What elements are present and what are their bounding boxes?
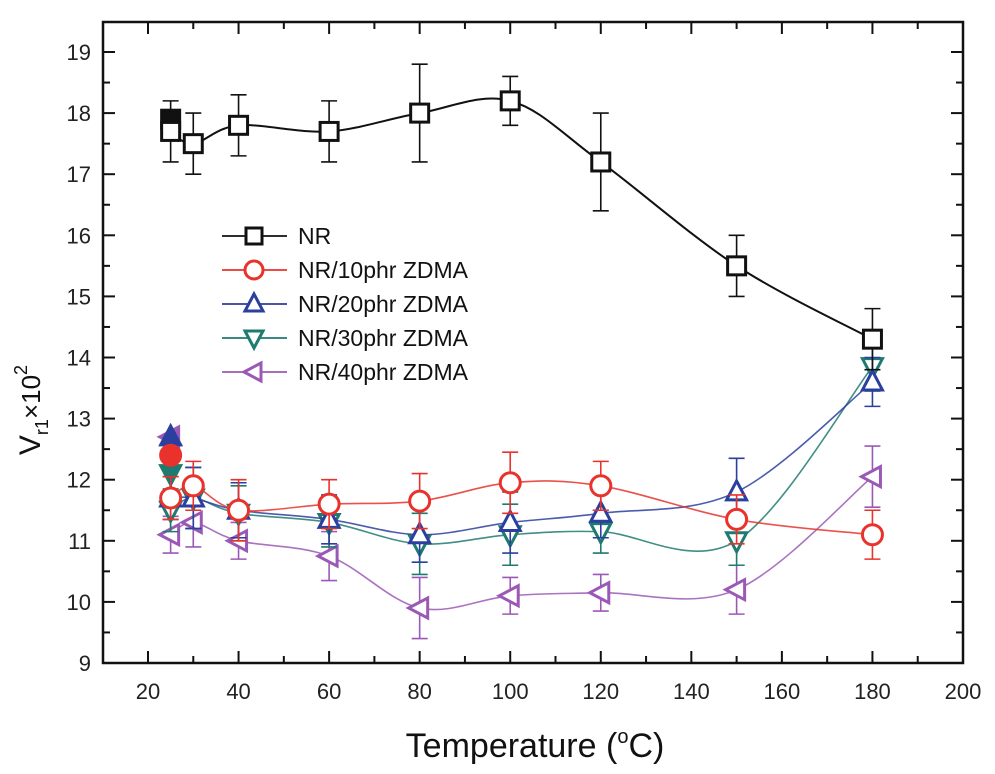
y-tick-label: 17 bbox=[67, 162, 91, 187]
data-point bbox=[498, 471, 522, 495]
legend-item: NR/30phr ZDMA bbox=[222, 325, 469, 352]
data-point bbox=[405, 595, 430, 621]
data-point bbox=[182, 133, 204, 155]
data-point bbox=[859, 367, 885, 392]
y-axis-title-main: V bbox=[14, 435, 47, 455]
data-point bbox=[589, 474, 613, 498]
y-tick-label: 12 bbox=[67, 468, 91, 493]
y-tick-label: 11 bbox=[68, 529, 91, 554]
y-tick-label: 18 bbox=[67, 101, 91, 126]
x-axis-title-degree: o bbox=[617, 726, 628, 748]
legend-item: NR/10phr ZDMA bbox=[222, 257, 469, 283]
legend-marker bbox=[243, 259, 265, 281]
series-line bbox=[170, 480, 873, 536]
y-tick-label: 16 bbox=[67, 223, 91, 248]
series-line bbox=[170, 476, 873, 611]
data-point bbox=[314, 543, 339, 569]
legend: NR NR/10phr ZDMA NR/20phr ZDMA NR/30phr ZDM… bbox=[222, 223, 469, 385]
data-point bbox=[408, 489, 432, 513]
data-point bbox=[590, 151, 612, 173]
legend-label: NR/20phr ZDMA bbox=[298, 291, 469, 317]
y-axis-title-sup: 2 bbox=[11, 365, 31, 375]
axis-tick-labels: 20 40 60 80 100 120 140 160 180 200 9 10 11 12 13 14 15 1… bbox=[67, 40, 982, 704]
data-point bbox=[317, 492, 341, 516]
legend-label: NR/10phr ZDMA bbox=[298, 257, 469, 283]
plot-area bbox=[156, 63, 885, 640]
legend-marker bbox=[244, 226, 264, 246]
series-nr-30phr-zdma bbox=[158, 341, 885, 576]
data-point bbox=[499, 90, 521, 112]
x-tick-label: 20 bbox=[136, 679, 160, 704]
y-axis-title-sub: r1 bbox=[32, 419, 52, 435]
series-nr-20phr-zdma bbox=[158, 356, 885, 563]
data-point bbox=[588, 499, 614, 523]
data-point bbox=[159, 486, 183, 510]
data-point bbox=[726, 255, 748, 277]
data-point bbox=[722, 577, 747, 603]
y-tick-label: 9 bbox=[79, 651, 91, 676]
x-tick-label: 100 bbox=[492, 679, 529, 704]
y-axis-title-mid: ×10 bbox=[16, 375, 46, 419]
legend-item: NR/20phr ZDMA bbox=[222, 290, 469, 317]
x-axis-title-unit: C) bbox=[628, 727, 664, 765]
x-axis-title: Temperature (oC) bbox=[406, 726, 665, 765]
reference-point bbox=[159, 443, 183, 467]
series-line bbox=[170, 97, 873, 341]
x-tick-label: 140 bbox=[673, 679, 710, 704]
axis-ticks bbox=[103, 22, 964, 664]
y-tick-label: 15 bbox=[67, 284, 91, 309]
x-tick-label: 160 bbox=[764, 679, 801, 704]
data-point bbox=[860, 523, 884, 547]
data-point bbox=[227, 498, 251, 522]
legend-item: NR bbox=[222, 223, 331, 249]
plot-frame bbox=[101, 20, 965, 665]
y-tick-label: 10 bbox=[67, 590, 91, 615]
legend-marker bbox=[240, 360, 263, 384]
x-tick-label: 200 bbox=[945, 679, 982, 704]
series-nr-10phr-zdma bbox=[159, 443, 884, 560]
y-tick-label: 13 bbox=[67, 407, 91, 432]
y-axis-title: Vr1×102 bbox=[11, 365, 52, 455]
legend-item: NR/40phr ZDMA bbox=[222, 359, 469, 385]
x-tick-label: 60 bbox=[317, 679, 341, 704]
data-point bbox=[409, 102, 431, 124]
data-point bbox=[858, 464, 882, 490]
data-point bbox=[228, 114, 250, 136]
series-nr bbox=[160, 63, 883, 371]
legend-label: NR/30phr ZDMA bbox=[298, 325, 469, 351]
data-point bbox=[179, 509, 203, 535]
x-tick-label: 120 bbox=[582, 679, 619, 704]
series-nr-40phr-zdma bbox=[156, 424, 882, 640]
x-tick-label: 180 bbox=[854, 679, 891, 704]
data-point bbox=[156, 522, 181, 548]
data-point bbox=[861, 328, 883, 350]
data-point bbox=[318, 120, 340, 142]
legend-label: NR/40phr ZDMA bbox=[298, 359, 469, 385]
data-point bbox=[586, 580, 611, 606]
y-tick-label: 14 bbox=[67, 346, 91, 371]
y-tick-label: 19 bbox=[67, 40, 91, 65]
x-tick-label: 40 bbox=[226, 679, 250, 704]
data-point bbox=[496, 583, 520, 609]
legend-label: NR bbox=[298, 223, 331, 249]
legend-marker bbox=[242, 329, 266, 352]
data-point bbox=[497, 508, 523, 532]
x-tick-label: 80 bbox=[407, 679, 431, 704]
legend-marker bbox=[242, 290, 266, 313]
series-line bbox=[170, 381, 873, 536]
data-point bbox=[181, 474, 205, 498]
data-point bbox=[725, 507, 749, 531]
data-point bbox=[160, 120, 182, 142]
x-axis-title-main: Temperature ( bbox=[406, 727, 618, 765]
data-point bbox=[407, 520, 433, 545]
